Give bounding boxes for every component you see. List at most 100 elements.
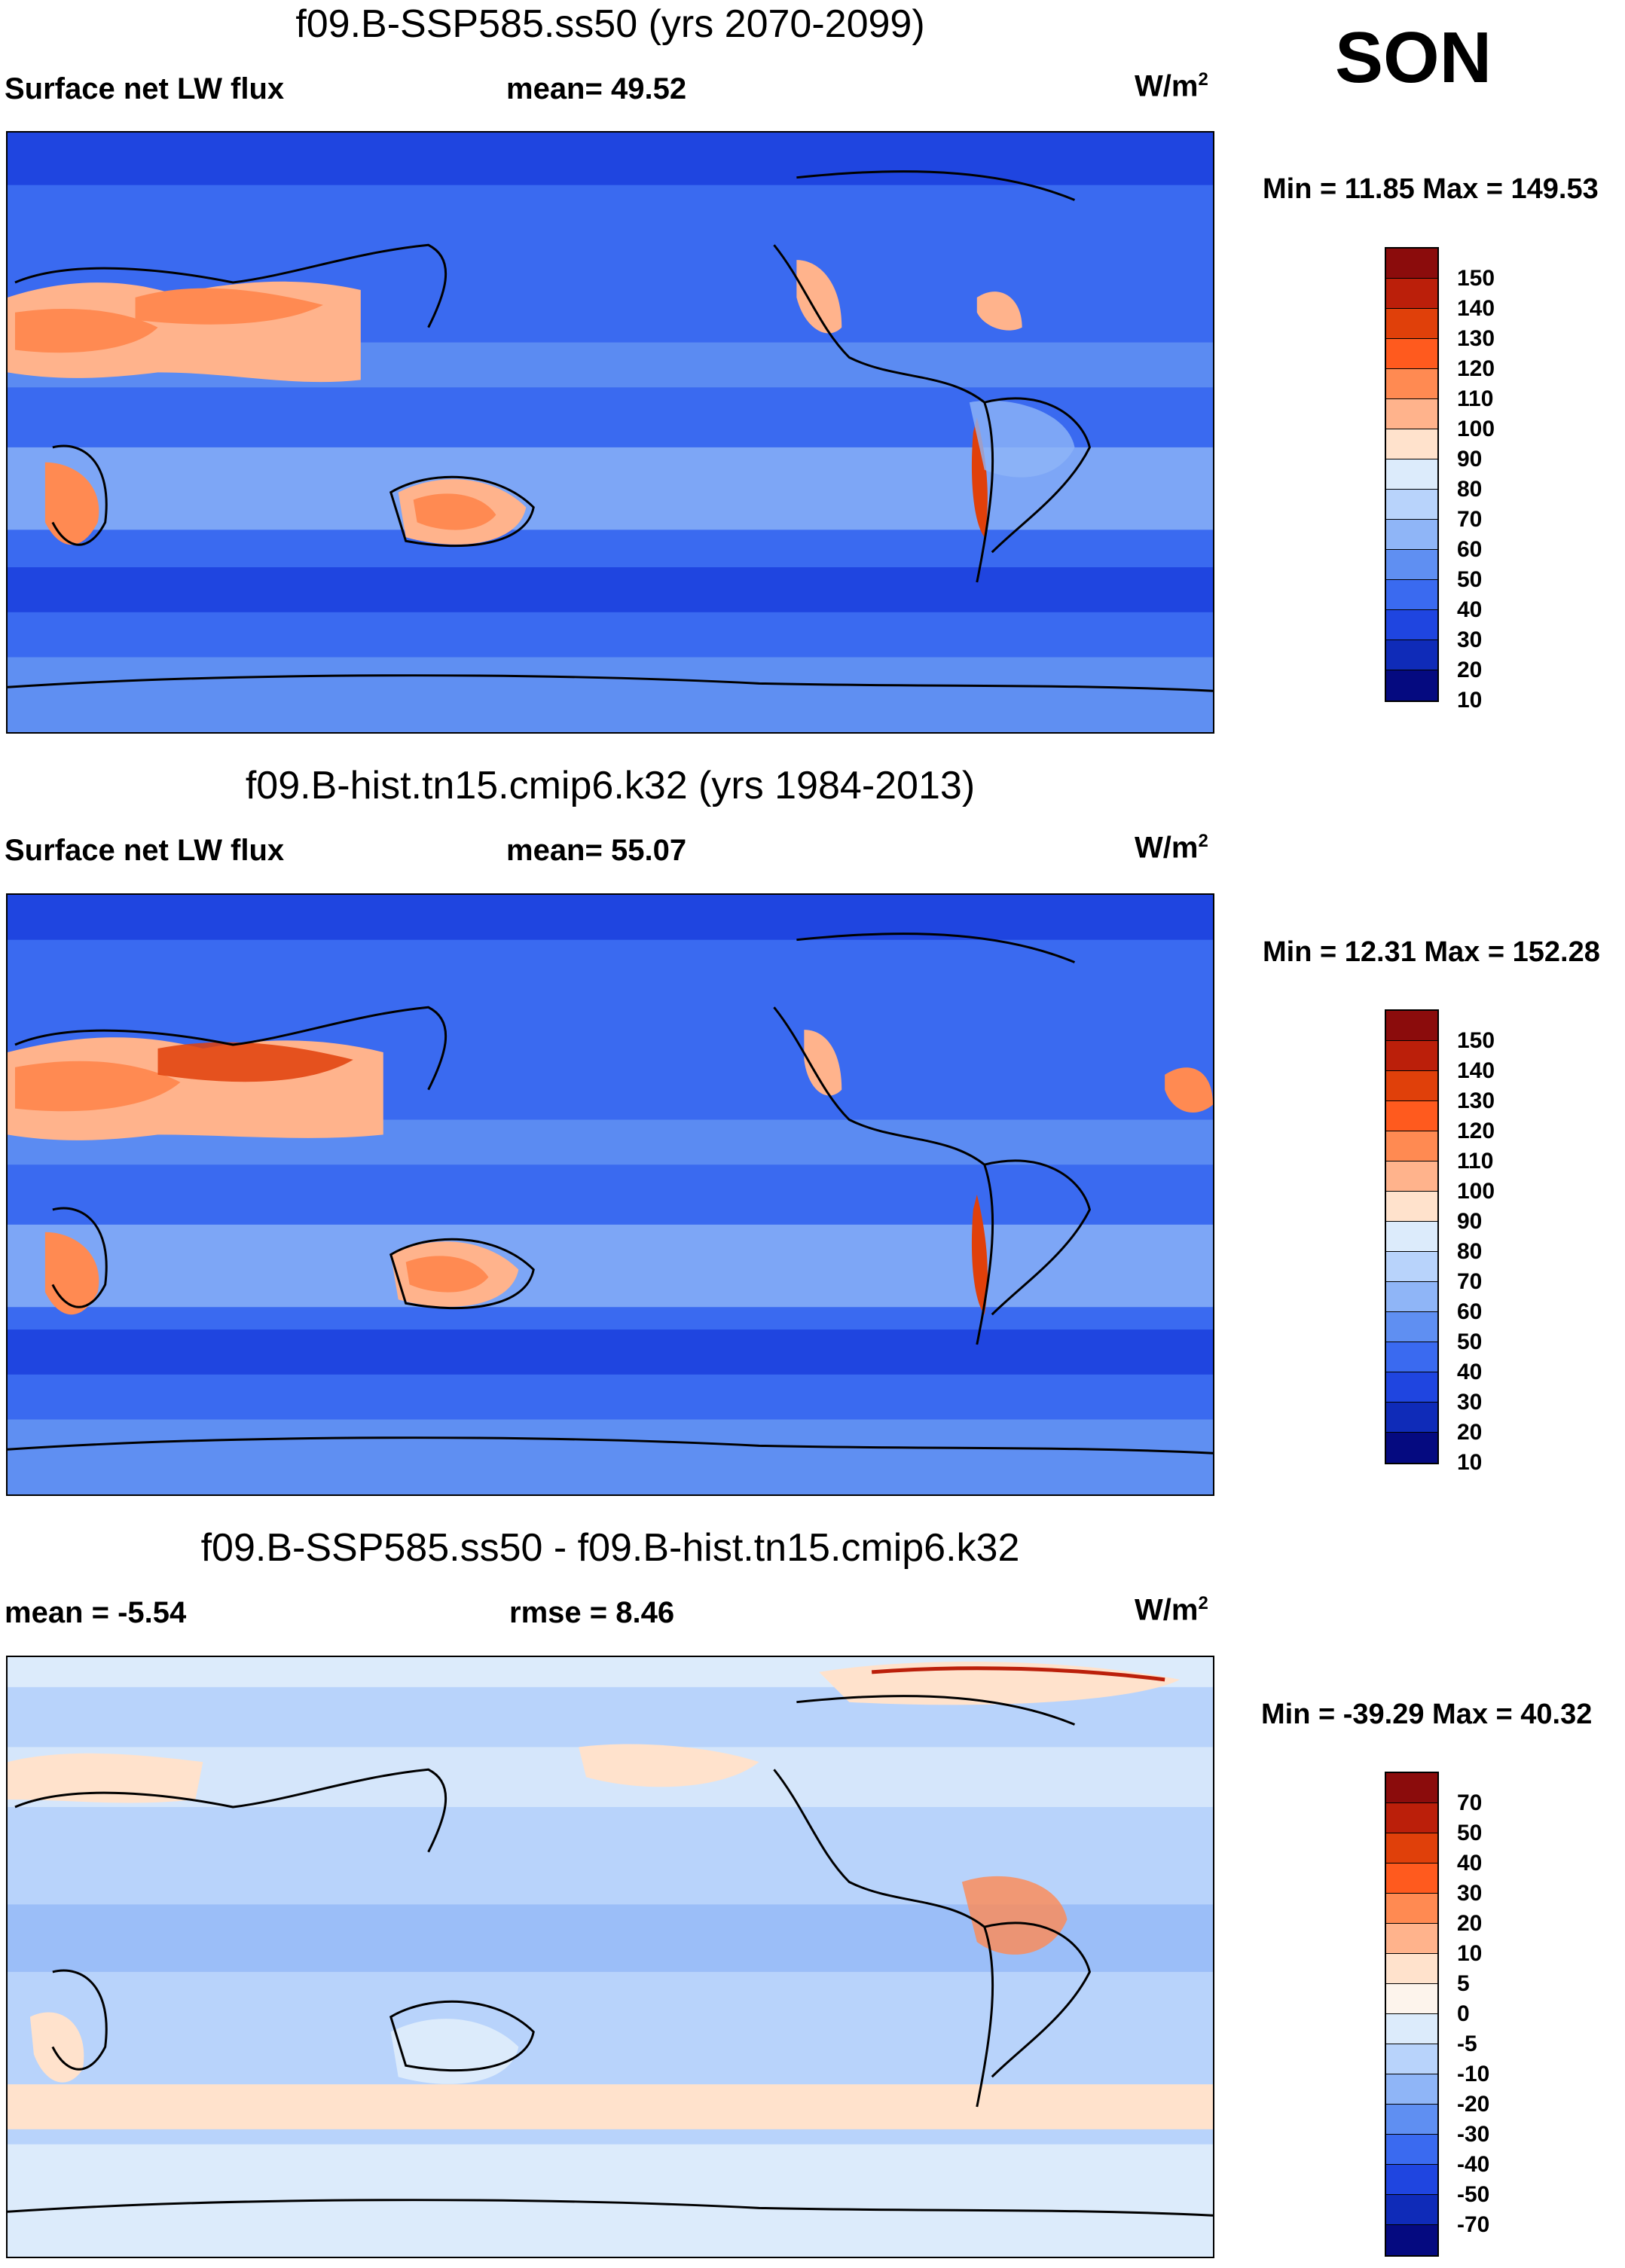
colorbar-2-box (1386, 1101, 1437, 1131)
colorbar-3-label: 40 (1457, 1851, 1483, 1876)
colorbar-1-label: 110 (1457, 386, 1494, 411)
colorbar-2-label: 20 (1457, 1420, 1483, 1445)
colorbar-3-box (1386, 2195, 1437, 2225)
panel-2-map-graphic (8, 895, 1213, 1494)
map2-coastlines (8, 933, 1213, 1455)
panel-3-colorbar (1385, 1772, 1439, 2257)
map2-southern-band (8, 1329, 1213, 1375)
panel-3-units: W/m2 (1135, 1593, 1208, 1627)
map2-north-america-west (804, 1030, 842, 1096)
colorbar-3-label: 30 (1457, 1881, 1483, 1906)
colorbar-1-label: 140 (1457, 296, 1495, 321)
colorbar-3-label: -20 (1457, 2092, 1490, 2117)
colorbar-2-label: 110 (1457, 1149, 1494, 1174)
map2-west-africa-edge (1165, 1067, 1213, 1113)
panel-1-variable-label: Surface net LW flux (5, 72, 285, 105)
colorbar-1-box (1386, 550, 1437, 580)
colorbar-1-label: 120 (1457, 356, 1495, 381)
map2-arctic-band (8, 895, 1213, 940)
map1-arabia-region (135, 288, 323, 325)
colorbar-1-label: 50 (1457, 567, 1483, 592)
colorbar-3-label: -30 (1457, 2122, 1490, 2147)
colorbar-1-box (1386, 640, 1437, 670)
colorbar-1-box (1386, 459, 1437, 490)
colorbar-2-label: 60 (1457, 1299, 1483, 1324)
map1-andes (971, 417, 988, 538)
panel-1-units: W/m2 (1135, 69, 1208, 103)
colorbar-3-label: -10 (1457, 2062, 1490, 2086)
map1-west-africa-edge (976, 292, 1022, 331)
colorbar-1-box (1386, 279, 1437, 309)
colorbar-3-box (1386, 2074, 1437, 2105)
colorbar-3-box (1386, 2105, 1437, 2135)
panel-3-title: f09.B-SSP585.ss50 - f09.B-hist.tn15.cmip… (200, 1526, 1020, 1570)
colorbar-1-label: 40 (1457, 597, 1483, 622)
colorbar-1-box (1386, 339, 1437, 369)
colorbar-1-box (1386, 520, 1437, 550)
colorbar-2-box (1386, 1403, 1437, 1433)
map1-north-america-west (796, 260, 842, 334)
colorbar-3-box (1386, 1864, 1437, 1894)
colorbar-2-box (1386, 1372, 1437, 1403)
colorbar-2-label: 140 (1457, 1058, 1495, 1083)
panel-1-map (6, 131, 1214, 734)
colorbar-2-box (1386, 1192, 1437, 1222)
colorbar-1-box (1386, 399, 1437, 429)
panel-2-mean-label: mean= 55.07 (506, 834, 687, 867)
colorbar-2-label: 150 (1457, 1028, 1495, 1053)
panel-2-minmax: Min = 12.31 Max = 152.28 (1263, 936, 1600, 968)
colorbar-2-label: 30 (1457, 1390, 1483, 1415)
colorbar-3-box (1386, 1773, 1437, 1803)
colorbar-2-box (1386, 1312, 1437, 1342)
map2-subtropical-band (8, 1224, 1213, 1308)
colorbar-2-label: 90 (1457, 1209, 1483, 1234)
colorbar-2-label: 50 (1457, 1329, 1483, 1354)
colorbar-3-box (1386, 1924, 1437, 1954)
colorbar-1-label: 70 (1457, 507, 1483, 532)
colorbar-2-box (1386, 1252, 1437, 1282)
panel-1-colorbar (1385, 247, 1439, 702)
colorbar-3-box (1386, 1803, 1437, 1833)
colorbar-2-box (1386, 1433, 1437, 1463)
colorbar-1-box (1386, 309, 1437, 339)
map1-south-america (969, 400, 1075, 478)
map1-southern-band (8, 567, 1213, 612)
map3-north-pacific-warm (579, 1744, 759, 1787)
season-label: SON (1335, 17, 1492, 98)
map1-arctic-band (8, 133, 1213, 185)
map3-arctic-warm-edge (871, 1666, 1165, 1682)
panel-2-colorbar (1385, 1009, 1439, 1464)
panel-2-variable-label: Surface net LW flux (5, 834, 285, 867)
colorbar-3-box (1386, 2044, 1437, 2074)
colorbar-3-label: -50 (1457, 2182, 1490, 2207)
colorbar-3-box (1386, 2225, 1437, 2255)
panel-3-mean-label: mean = -5.54 (5, 1596, 187, 1629)
colorbar-3-label: 5 (1457, 1971, 1470, 1996)
colorbar-1-label: 80 (1457, 477, 1483, 502)
map3-europe-warm (8, 1753, 203, 1803)
colorbar-3-box (1386, 2014, 1437, 2044)
colorbar-2-box (1386, 1282, 1437, 1312)
colorbar-1-box (1386, 369, 1437, 399)
colorbar-3-box (1386, 1984, 1437, 2014)
colorbar-1-label: 100 (1457, 417, 1495, 441)
colorbar-3-label: 20 (1457, 1911, 1483, 1936)
colorbar-2-label: 70 (1457, 1269, 1483, 1294)
map3-coastlines (8, 1695, 1213, 2217)
colorbar-1-box (1386, 490, 1437, 520)
colorbar-2-box (1386, 1071, 1437, 1101)
colorbar-2-box (1386, 1161, 1437, 1192)
colorbar-2-label: 80 (1457, 1239, 1483, 1264)
colorbar-1-box (1386, 610, 1437, 640)
map1-coastlines (8, 170, 1213, 692)
panel-3-map-graphic (8, 1657, 1213, 2257)
colorbar-1-label: 20 (1457, 658, 1483, 682)
colorbar-2-label: 40 (1457, 1360, 1483, 1384)
panel-3-map (6, 1656, 1214, 2258)
map2-australia-core (405, 1256, 489, 1293)
colorbar-1-label: 60 (1457, 537, 1483, 562)
map3-australia (390, 2019, 519, 2084)
panel-1-minmax: Min = 11.85 Max = 149.53 (1263, 173, 1599, 205)
map1-australia-core (413, 493, 496, 530)
colorbar-3-label: 10 (1457, 1941, 1483, 1966)
